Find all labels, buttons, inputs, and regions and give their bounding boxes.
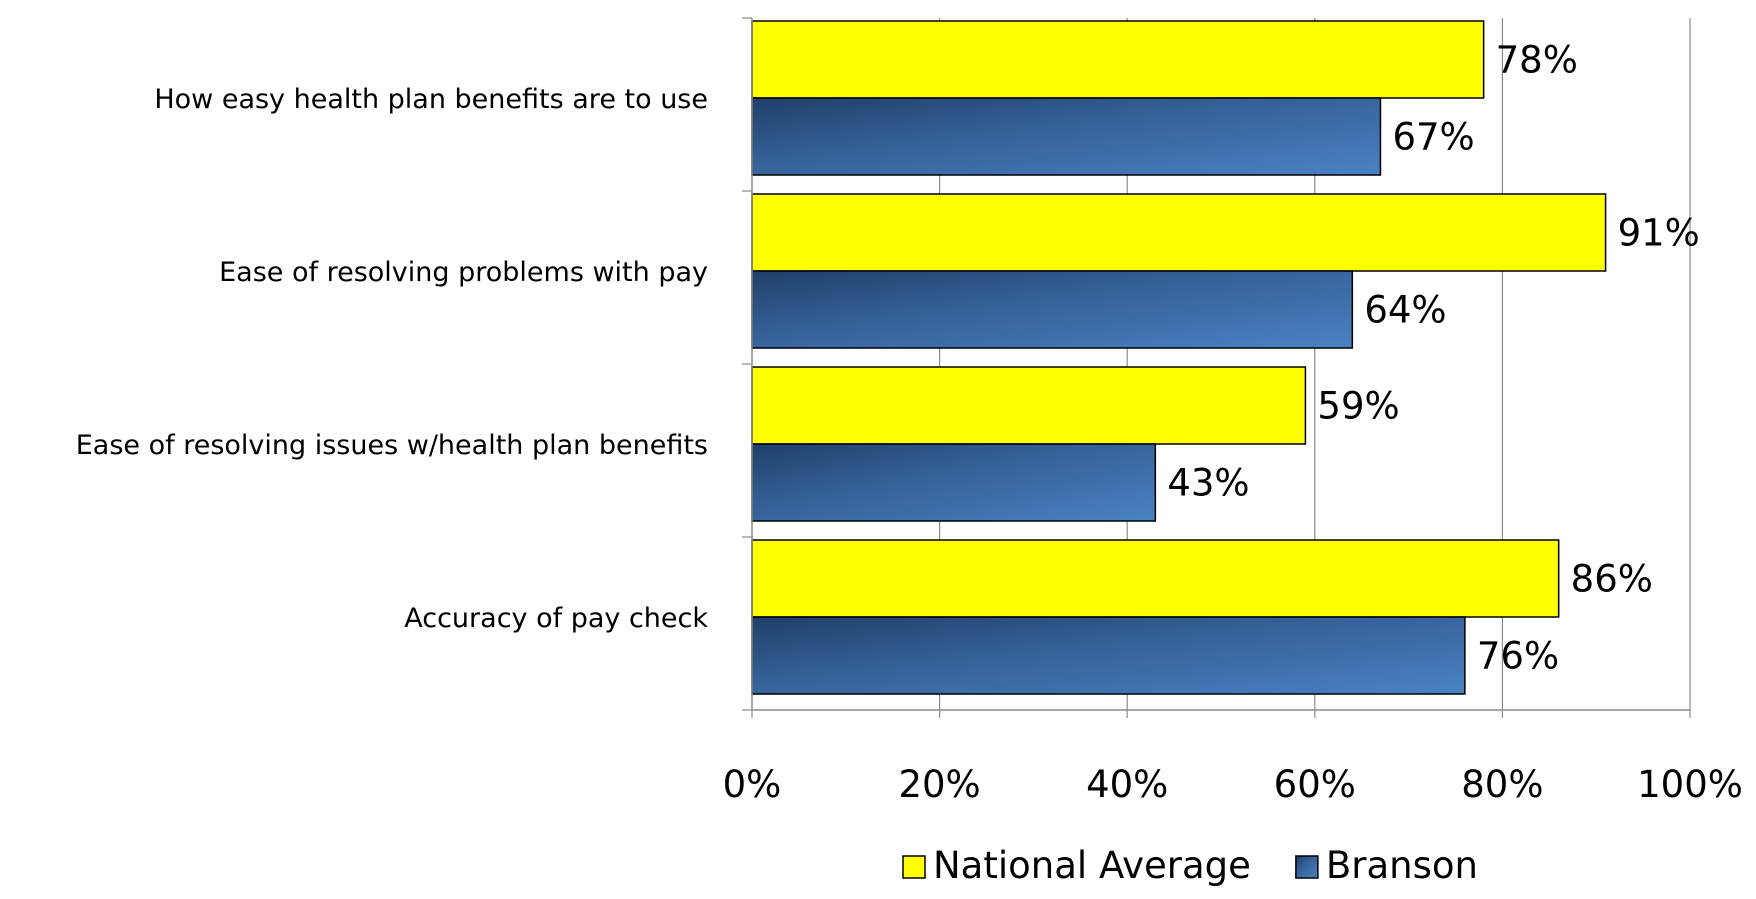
x-tick-label: 60% <box>1274 763 1356 806</box>
bar-national-average <box>751 366 1307 445</box>
bar-branson <box>751 443 1157 522</box>
data-label: 78% <box>1496 39 1578 82</box>
x-tick-label: 0% <box>723 763 782 806</box>
legend-swatch <box>1295 855 1319 879</box>
x-tick-label: 20% <box>898 763 980 806</box>
bar-branson <box>751 616 1466 695</box>
data-label: 67% <box>1392 116 1474 159</box>
axes <box>742 17 1691 718</box>
data-label: 43% <box>1167 462 1249 505</box>
bars <box>751 20 1607 695</box>
data-label: 86% <box>1571 558 1653 601</box>
bar-national-average <box>751 539 1560 618</box>
x-tick-labels: 0% 20% 40% 60% 80% 100% <box>723 763 1743 806</box>
category-label: Ease of resolving issues w/health plan b… <box>76 430 708 461</box>
x-tick-label: 80% <box>1461 763 1543 806</box>
bar-national-average <box>751 193 1607 272</box>
bar-branson <box>751 97 1382 176</box>
category-labels: How easy health plan benefits are to use… <box>76 84 709 634</box>
category-label: How easy health plan benefits are to use <box>154 84 708 115</box>
bar-national-average <box>751 20 1485 99</box>
data-labels: 78% 67% 91% 64% 59% 43% 86% 76% <box>1167 39 1699 678</box>
category-label: Ease of resolving problems with pay <box>219 257 708 288</box>
legend-swatch <box>902 855 926 879</box>
legend-label: Branson <box>1326 844 1478 887</box>
data-label: 91% <box>1618 212 1700 255</box>
data-label: 59% <box>1317 385 1399 428</box>
legend-label: National Average <box>933 844 1251 887</box>
x-tick-label: 100% <box>1637 763 1743 806</box>
category-label: Accuracy of pay check <box>404 603 708 634</box>
legend: National Average Branson <box>902 844 1478 887</box>
x-tick-label: 40% <box>1086 763 1168 806</box>
data-label: 64% <box>1364 289 1446 332</box>
data-label: 76% <box>1477 635 1559 678</box>
bar-branson <box>751 270 1354 349</box>
